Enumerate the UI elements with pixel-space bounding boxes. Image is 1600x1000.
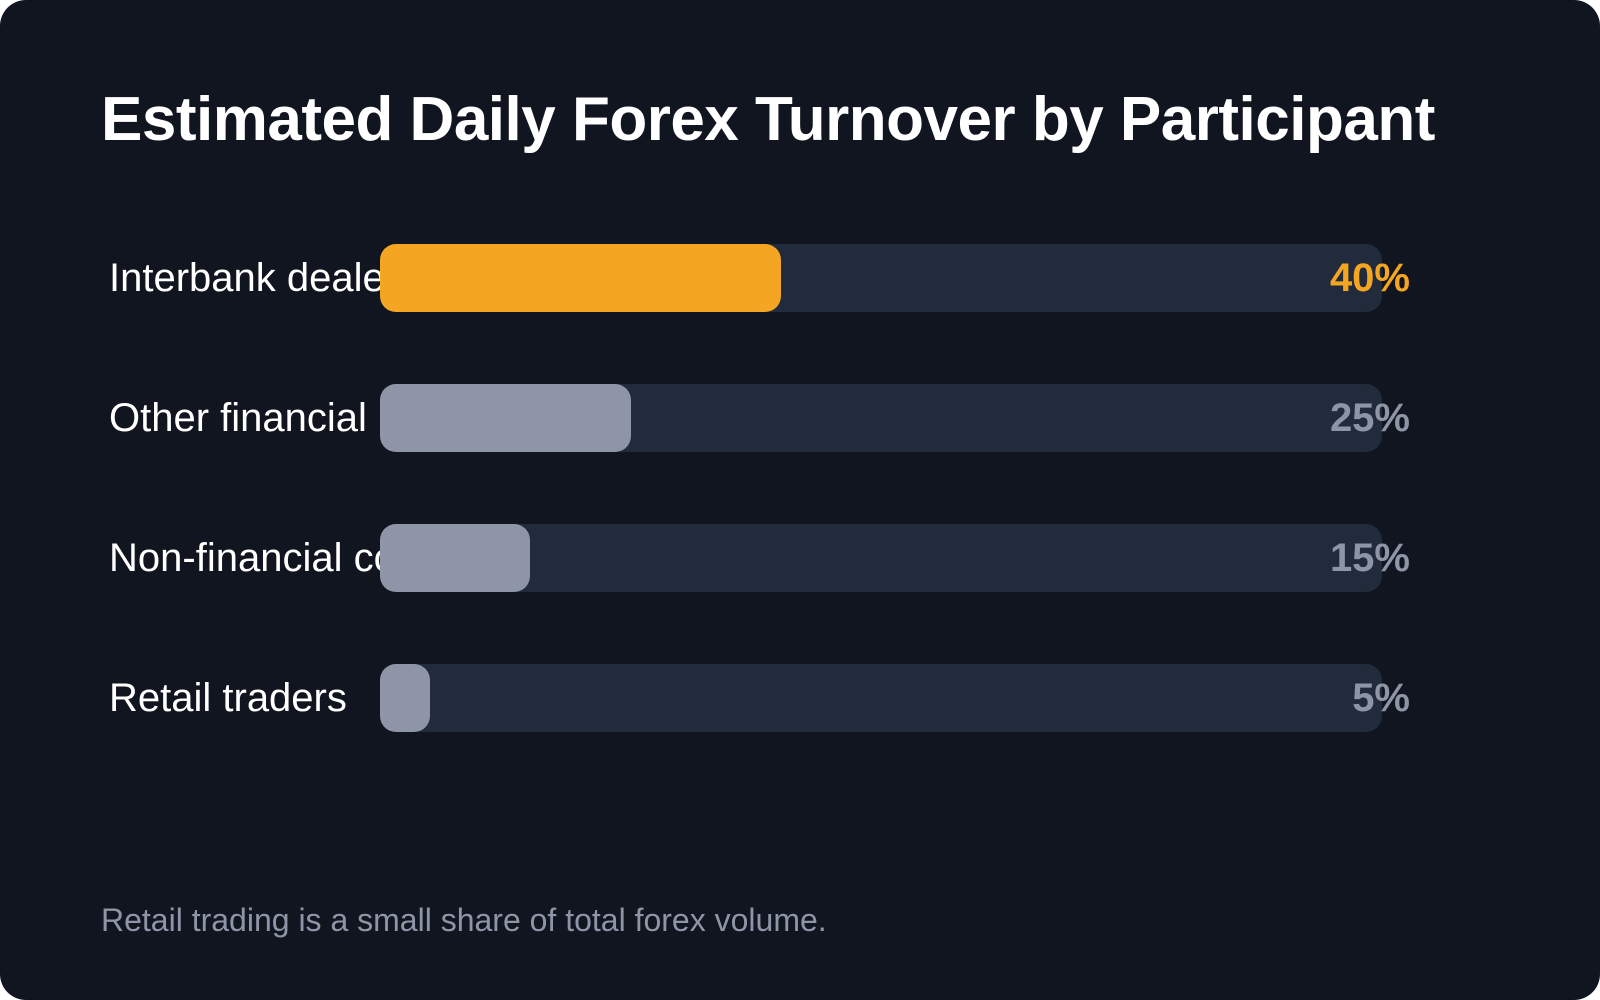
bar-value-label: 25% (1329, 396, 1410, 440)
bar-track (380, 664, 1382, 732)
bar (380, 244, 781, 312)
bar-value-label: 40% (1329, 256, 1410, 300)
bar-value-label: 15% (1329, 536, 1410, 580)
bar-label: Other financial institutions (109, 396, 381, 440)
bar (380, 664, 430, 732)
bar-row: Other financial institutions 25% (0, 384, 1600, 452)
bar-row: Retail traders 5% (0, 664, 1600, 732)
bar-value-label: 5% (1352, 676, 1410, 720)
bar-track (380, 244, 1382, 312)
bar-label: Retail traders (109, 676, 347, 720)
bar-track (380, 384, 1382, 452)
bar (380, 524, 530, 592)
bar-row: Non-financial corporations 15% (0, 524, 1600, 592)
chart-footnote: Retail trading is a small share of total… (101, 902, 827, 938)
bar-track (380, 524, 1382, 592)
bar-label: Non-financial corporations (109, 536, 381, 580)
bar-row: Interbank dealers 40% (0, 244, 1600, 312)
bar-label: Interbank dealers (109, 256, 381, 300)
bar (380, 384, 631, 452)
chart-title: Estimated Daily Forex Turnover by Partic… (101, 85, 1435, 154)
